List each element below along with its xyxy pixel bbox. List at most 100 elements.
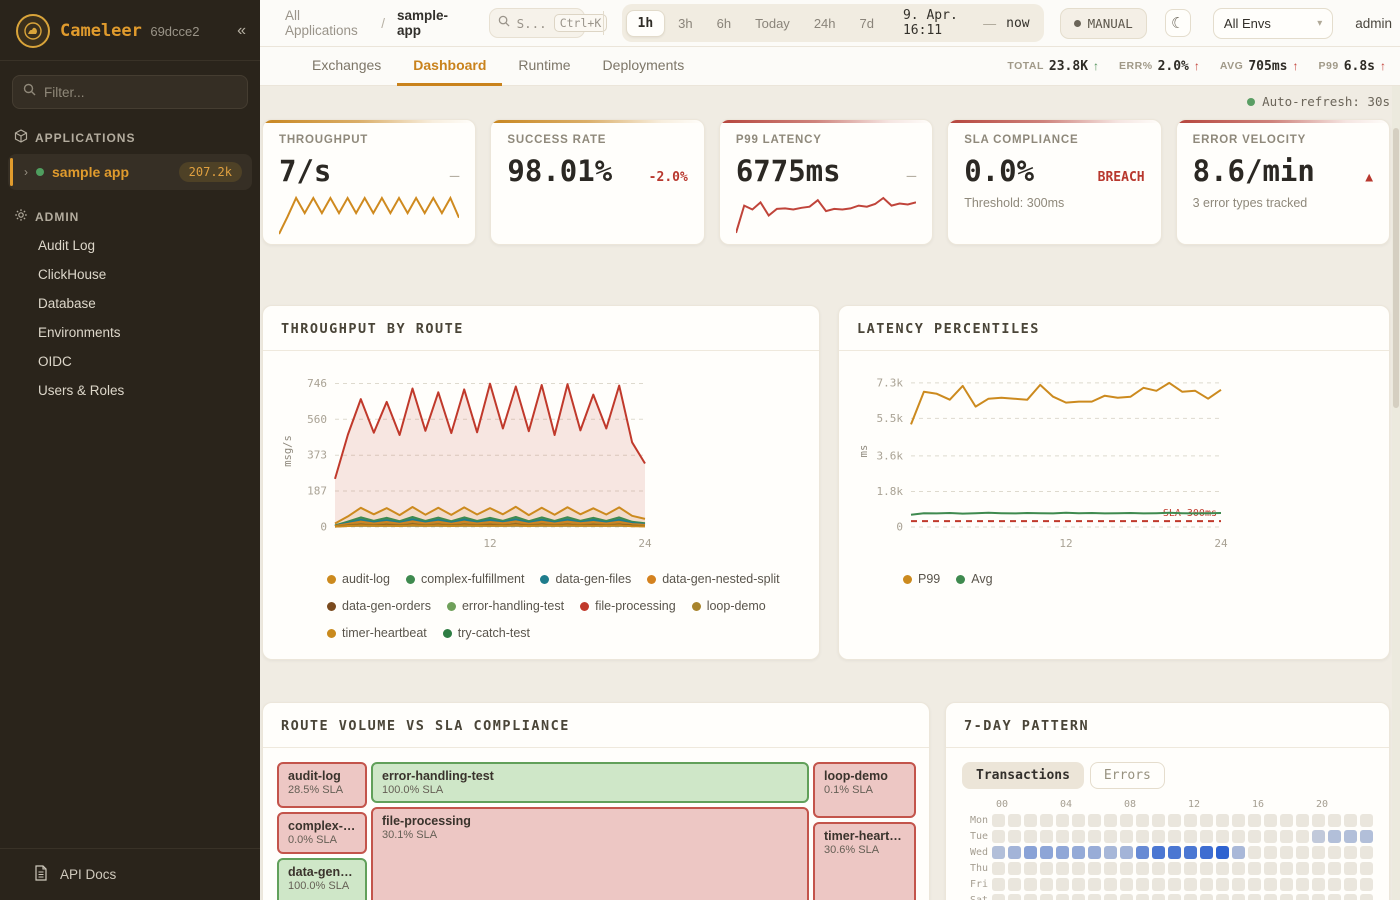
manual-refresh-button[interactable]: MANUAL bbox=[1059, 7, 1147, 39]
kpi-delta: – bbox=[449, 166, 460, 185]
heatmap-cell bbox=[1216, 814, 1229, 827]
legend-item-audit-log[interactable]: audit-log bbox=[327, 572, 390, 586]
sidebar-item-oidc[interactable]: OIDC bbox=[38, 354, 72, 369]
legend-item-p99[interactable]: P99 bbox=[903, 572, 940, 586]
scrollbar-thumb[interactable] bbox=[1393, 128, 1399, 408]
sidebar-item-clickhouse[interactable]: ClickHouse bbox=[38, 267, 107, 282]
treemap-tile-loop-demo[interactable]: loop-demo 0.1% SLA bbox=[813, 762, 916, 818]
kpi-value: 98.01% bbox=[507, 154, 613, 188]
time-range-today[interactable]: Today bbox=[744, 10, 801, 37]
charts-row: THROUGHPUT BY ROUTE 0 187 373 560 746 12 24 msg… bbox=[262, 305, 1390, 660]
heatmap-cell bbox=[1152, 894, 1165, 900]
legend-item-data-gen-nested-split[interactable]: data-gen-nested-split bbox=[647, 572, 780, 586]
header-stats: TOTAL 23.8K ↑ ERR% 2.0% ↑ AVG 705ms ↑ P99 6.8s ↑ bbox=[1007, 47, 1390, 85]
heatmap-cell bbox=[1152, 814, 1165, 827]
heatmap-cell bbox=[1040, 894, 1053, 900]
heatmap-cell bbox=[1184, 862, 1197, 875]
time-range-6h[interactable]: 6h bbox=[706, 10, 742, 37]
heatmap-cell bbox=[1232, 894, 1245, 900]
search-shortcut: Ctrl+K bbox=[553, 14, 608, 32]
time-range-dash: — bbox=[983, 15, 997, 31]
time-range-1h[interactable]: 1h bbox=[625, 9, 666, 37]
kpi-delta: BREACH bbox=[1097, 170, 1145, 185]
legend-item-try-catch-test[interactable]: try-catch-test bbox=[442, 626, 530, 640]
legend-item-avg[interactable]: Avg bbox=[956, 572, 993, 586]
global-search[interactable]: S... Ctrl+K bbox=[488, 8, 608, 38]
heatmap-toggle-errors[interactable]: Errors bbox=[1089, 762, 1165, 789]
legend-item-data-gen-files[interactable]: data-gen-files bbox=[540, 572, 631, 586]
legend-item-complex-fulfillment[interactable]: complex-fulfillment bbox=[405, 572, 524, 586]
heatmap-cell bbox=[1184, 878, 1197, 891]
time-range-start[interactable]: 9. Apr. 16:11 bbox=[902, 8, 958, 38]
tab-dashboard[interactable]: Dashboard bbox=[397, 47, 503, 86]
heatmap-cell bbox=[1360, 878, 1373, 891]
legend-item-loop-demo[interactable]: loop-demo bbox=[691, 599, 766, 613]
sidebar-item-environments[interactable]: Environments bbox=[38, 325, 121, 340]
heatmap-cell bbox=[992, 862, 1005, 875]
dark-mode-toggle[interactable]: ☾ bbox=[1164, 9, 1191, 37]
heatmap-cell bbox=[1056, 894, 1069, 900]
svg-text:187: 187 bbox=[307, 485, 327, 498]
sidebar-item-database[interactable]: Database bbox=[38, 296, 96, 311]
heatmap-cell bbox=[1344, 878, 1357, 891]
heatmap-cell bbox=[1184, 846, 1197, 859]
card-title: 7-DAY PATTERN bbox=[946, 703, 1389, 748]
sidebar-item-users-roles[interactable]: Users & Roles bbox=[38, 383, 125, 398]
tab-deployments[interactable]: Deployments bbox=[602, 57, 685, 73]
heatmap-cell bbox=[1328, 846, 1341, 859]
kpi-sparkline bbox=[279, 195, 459, 235]
legend-dot-icon bbox=[442, 628, 452, 638]
heatmap-cell bbox=[1344, 830, 1357, 843]
env-select[interactable]: All Envs ▾ bbox=[1212, 7, 1334, 39]
sidebar-collapse-button[interactable]: « bbox=[237, 22, 246, 39]
sidebar-item-sample-app[interactable]: › sample app 207.2k bbox=[8, 154, 252, 190]
time-range-7d[interactable]: 7d bbox=[849, 10, 885, 37]
heatmap-cell bbox=[1248, 894, 1261, 900]
time-range-24h[interactable]: 24h bbox=[803, 10, 847, 37]
treemap-tile-timer-heartbeat[interactable]: timer-heartbeat30.6% SLA bbox=[813, 822, 916, 900]
legend-item-timer-heartbeat[interactable]: timer-heartbeat bbox=[327, 626, 427, 640]
heatmap-hour-label: 08 bbox=[1124, 799, 1137, 810]
treemap-tile-complex-fulfillment[interactable]: complex-fulfillment0.0% SLA bbox=[277, 812, 367, 854]
heatmap-cell bbox=[1248, 846, 1261, 859]
legend-item-file-processing[interactable]: file-processing bbox=[580, 599, 676, 613]
heatmap-cell bbox=[992, 878, 1005, 891]
svg-text:ms: ms bbox=[858, 445, 870, 458]
heatmap-cell bbox=[1312, 862, 1325, 875]
filter-input[interactable] bbox=[44, 84, 237, 100]
heatmap-cell bbox=[1104, 830, 1117, 843]
treemap-tile-audit-log[interactable]: audit-log 28.5% SLA bbox=[277, 762, 367, 808]
heatmap-hour-label: 12 bbox=[1188, 799, 1201, 810]
time-range-3h[interactable]: 3h bbox=[667, 10, 703, 37]
heatmap-cell bbox=[1232, 878, 1245, 891]
kpi-value: 6775ms bbox=[735, 154, 841, 188]
chevron-right-icon[interactable]: › bbox=[24, 165, 28, 179]
kpi-value: 8.6/min bbox=[1192, 154, 1315, 188]
tab-runtime[interactable]: Runtime bbox=[518, 57, 571, 73]
breadcrumb-separator: / bbox=[381, 15, 385, 31]
scrollbar[interactable] bbox=[1392, 86, 1400, 900]
api-docs-link[interactable]: API Docs bbox=[0, 848, 260, 900]
treemap-tile-data-gen-files[interactable]: data-gen-files100.0% SLA bbox=[277, 858, 367, 900]
tab-exchanges[interactable]: Exchanges bbox=[312, 57, 382, 73]
treemap-tile-error-handling-test[interactable]: error-handling-test 100.0% SLA bbox=[371, 762, 809, 803]
sidebar-item-audit-log[interactable]: Audit Log bbox=[38, 238, 96, 253]
heatmap-cell bbox=[1200, 878, 1213, 891]
chevron-down-icon: ▾ bbox=[1317, 17, 1323, 29]
latency-percentiles-card: LATENCY PERCENTILES 0 1.8k 3.6k 5.5k 7.3k 12 2… bbox=[838, 305, 1390, 660]
heatmap-cell bbox=[1136, 814, 1149, 827]
admin-nav: Audit Log ClickHouse Database Environments O… bbox=[0, 231, 260, 405]
heatmap-cell bbox=[1248, 814, 1261, 827]
svg-text:0: 0 bbox=[896, 521, 903, 534]
breadcrumb-root[interactable]: All Applications bbox=[285, 8, 358, 38]
legend-item-data-gen-orders[interactable]: data-gen-orders bbox=[327, 599, 431, 613]
heatmap-toggle-transactions[interactable]: Transactions bbox=[962, 762, 1084, 789]
heatmap-cell bbox=[1088, 894, 1101, 900]
kpi-subtext: Threshold: 300ms bbox=[964, 196, 1065, 210]
legend-dot-icon bbox=[446, 601, 456, 611]
legend-item-error-handling-test[interactable]: error-handling-test bbox=[446, 599, 564, 613]
treemap-tile-file-processing[interactable]: file-processing 30.1% SLA bbox=[371, 807, 809, 900]
user-name[interactable]: admin bbox=[1355, 15, 1392, 31]
time-range-end[interactable]: now bbox=[1006, 15, 1030, 31]
